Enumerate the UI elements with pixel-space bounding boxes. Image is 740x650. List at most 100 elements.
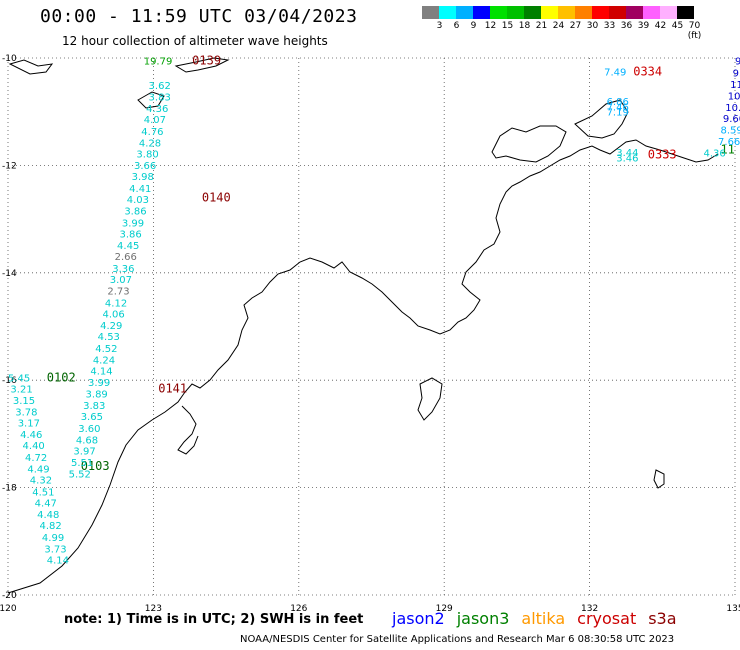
coastline bbox=[7, 57, 719, 594]
scale-label: 70 (ft) bbox=[687, 21, 702, 41]
scale-label: 12 bbox=[484, 21, 497, 31]
wave-reading: 4.51 bbox=[32, 487, 54, 498]
wave-reading: 4.72 bbox=[25, 453, 47, 464]
wave-reading: 3.17 bbox=[18, 419, 40, 430]
scale-label: 3 bbox=[436, 21, 443, 31]
scale-swatch bbox=[541, 6, 558, 19]
wave-reading: 7.66 bbox=[718, 137, 740, 148]
wave-reading: 4.41 bbox=[129, 184, 151, 195]
wave-reading: 7.46 bbox=[607, 102, 629, 113]
scale-swatch bbox=[643, 6, 660, 19]
lat-tick-label: -18 bbox=[2, 484, 17, 494]
lon-tick-label: 132 bbox=[581, 604, 598, 614]
wave-reading: 3.89 bbox=[86, 390, 108, 401]
king-sound-coast bbox=[177, 405, 199, 455]
scale-label: 39 bbox=[637, 21, 650, 31]
wave-reading: 4.24 bbox=[93, 355, 115, 366]
scale-label: 30 bbox=[586, 21, 599, 31]
scale-label: 9 bbox=[470, 21, 477, 31]
wave-reading: 4.45 bbox=[117, 241, 139, 252]
wave-reading: 4.14 bbox=[47, 556, 69, 567]
lon-tick-label: 135 bbox=[726, 604, 740, 614]
wave-reading: 3.83 bbox=[83, 401, 105, 412]
wave-reading: 4.82 bbox=[40, 521, 62, 532]
pass-label: 0140 bbox=[202, 191, 231, 205]
lon-tick-label: 123 bbox=[145, 604, 162, 614]
scale-label: 42 bbox=[654, 21, 667, 31]
wave-reading: 4.99 bbox=[42, 533, 64, 544]
wave-reading: 3.78 bbox=[15, 407, 37, 418]
scale-swatch bbox=[660, 6, 677, 19]
scale-label: 15 bbox=[501, 21, 514, 31]
wave-reading: 5.45 bbox=[8, 374, 30, 385]
scale-swatch bbox=[473, 6, 490, 19]
scale-swatch bbox=[626, 6, 643, 19]
wave-reading: 3.15 bbox=[13, 396, 35, 407]
australia-coastline bbox=[7, 139, 719, 594]
wave-reading: 3.86 bbox=[119, 230, 141, 241]
wave-reading: 11.27 bbox=[730, 80, 740, 91]
lat-tick-label: -12 bbox=[2, 161, 17, 171]
wave-reading: 3.65 bbox=[81, 412, 103, 423]
bathurst-island bbox=[417, 377, 443, 421]
scale-swatch bbox=[575, 6, 592, 19]
scale-swatch bbox=[456, 6, 473, 19]
wave-reading: 5.52 bbox=[69, 470, 91, 481]
wave-reading: 3.99 bbox=[88, 378, 110, 389]
rote-island bbox=[137, 91, 165, 109]
mission-label: s3a bbox=[648, 609, 677, 628]
wave-reading: 4.76 bbox=[141, 127, 163, 138]
wave-reading: 3.36 bbox=[112, 264, 134, 275]
wave-reading: 4.12 bbox=[105, 298, 127, 309]
page-subtitle: 12 hour collection of altimeter wave hei… bbox=[62, 34, 328, 48]
melville-island bbox=[491, 125, 567, 163]
wave-reading: 7.19 bbox=[607, 108, 629, 119]
scale-label: 36 bbox=[620, 21, 633, 31]
scale-label: 21 bbox=[535, 21, 548, 31]
wave-reading: 3.80 bbox=[136, 150, 158, 161]
wave-reading: 6.86 bbox=[607, 97, 629, 108]
wave-reading: 3.46 bbox=[616, 153, 638, 164]
scale-swatch bbox=[439, 6, 456, 19]
lat-tick-label: -16 bbox=[2, 376, 17, 386]
pass-label: 0103 bbox=[81, 459, 110, 473]
mission-label: cryosat bbox=[577, 609, 637, 628]
wave-reading: 3.07 bbox=[110, 275, 132, 286]
wave-reading: 4.47 bbox=[35, 499, 57, 510]
pass-label: 0139 bbox=[192, 54, 221, 68]
credit-line: NOAA/NESDIS Center for Satellite Applica… bbox=[240, 634, 675, 645]
mission-label: altika bbox=[521, 609, 566, 628]
mission-legend: jason2 jason3 altika cryosat s3a bbox=[392, 609, 677, 628]
axis-labels: 120 123 126 129 132 135 -10 -12 -14 -16 -18 -20 bbox=[0, 54, 740, 614]
scale-label: 45 bbox=[671, 21, 684, 31]
wave-reading: 4.53 bbox=[98, 332, 120, 343]
wave-reading: 4.46 bbox=[20, 430, 42, 441]
wave-reading: 2.73 bbox=[107, 287, 129, 298]
lat-tick-label: -14 bbox=[2, 269, 17, 279]
scale-label: 24 bbox=[552, 21, 565, 31]
scale-swatch bbox=[490, 6, 507, 19]
wave-reading: 4.06 bbox=[103, 310, 125, 321]
pass-labels: 0139 0140 0141 0102 0103 0334 0333 11 bbox=[47, 54, 735, 473]
roti-coastline bbox=[174, 57, 230, 73]
arnhem-peninsula bbox=[574, 99, 629, 139]
wave-reading: 9.87 bbox=[735, 57, 740, 68]
wave-reading: 3.83 bbox=[149, 93, 171, 104]
wave-reading: 8.59 bbox=[720, 125, 740, 136]
color-scale-labels: 3 6 9 12 15 18 21 24 27 30 33 36 39 42 45 70 (ft) bbox=[422, 21, 702, 41]
wave-reading: 4.52 bbox=[95, 344, 117, 355]
wave-reading: 2.66 bbox=[115, 252, 137, 263]
scale-label: 18 bbox=[518, 21, 531, 31]
lat-tick-label: -20 bbox=[2, 591, 17, 601]
wave-reading: 5.51 bbox=[71, 458, 93, 469]
mission-label: jason3 bbox=[456, 609, 510, 628]
wave-reading: 9.59 bbox=[733, 68, 740, 79]
wave-reading: 3.99 bbox=[122, 218, 144, 229]
wave-reading: 3.62 bbox=[149, 81, 171, 92]
wave-reading: 4.03 bbox=[127, 195, 149, 206]
pass-label: 0102 bbox=[47, 371, 76, 385]
pass-label: 0334 bbox=[633, 64, 662, 78]
scale-swatch bbox=[592, 6, 609, 19]
wave-reading: 4.29 bbox=[100, 321, 122, 332]
